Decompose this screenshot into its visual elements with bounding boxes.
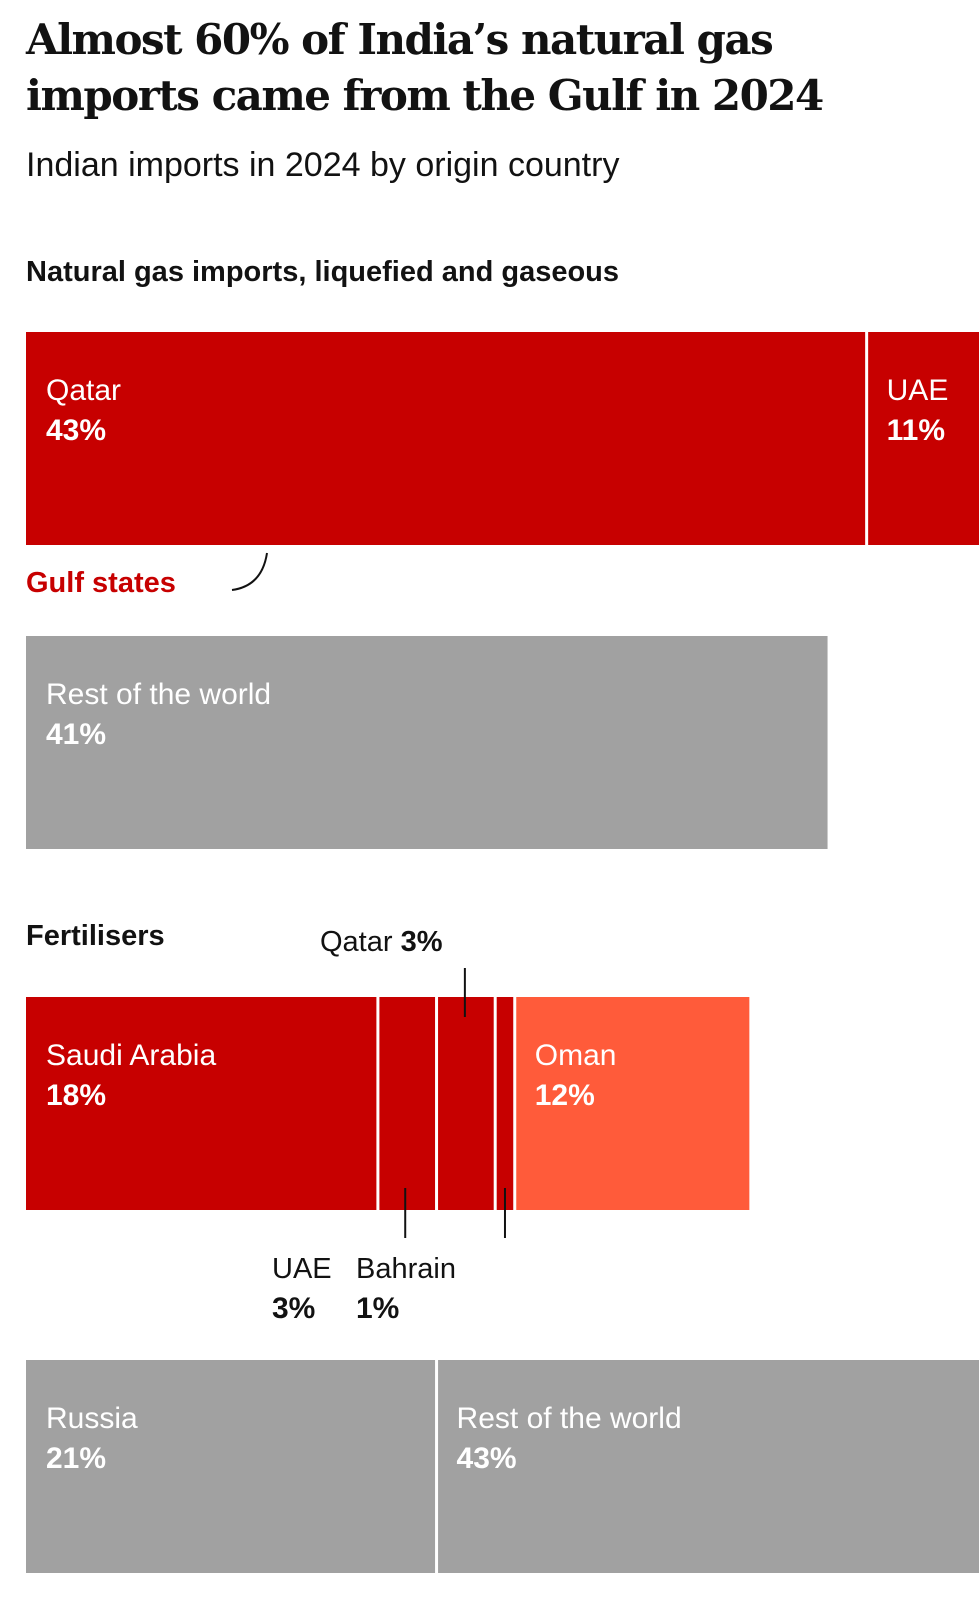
fert-label-saudi-arabia: Saudi Arabia [46,1039,216,1072]
fert-bar-rest-of-the-world [436,1360,979,1573]
fert-label-oman: Oman [535,1039,617,1072]
fert-label-bahrain: Bahrain [356,1253,456,1285]
gas-bar-qatar [26,332,867,545]
fert-value-oman: 12% [535,1079,595,1112]
gas-bar-uae [866,332,979,545]
fert-bar-uae [377,997,437,1210]
fert-value-saudi-arabia: 18% [46,1079,106,1112]
fert-row2-value-rest-of-the-world: 43% [457,1442,517,1475]
gulf-states-pointer [231,552,268,591]
fert-bar-saudi-arabia [26,997,378,1210]
fert-label-uae: UAE [272,1253,332,1285]
fert-bar-qatar [436,997,496,1210]
fertiliser-section-title: Fertilisers [26,920,165,952]
fert-bar-russia [26,1360,437,1573]
fert-bar-bahrain [495,997,515,1210]
gas-row2-label-rest-of-the-world: Rest of the world [46,678,271,711]
fert-label-qatar: Qatar 3% [320,926,443,958]
gulf-states-label: Gulf states [26,567,176,599]
gas-row2-value-rest-of-the-world: 41% [46,718,106,751]
chart-subtitle: Indian imports in 2024 by origin country [26,146,620,184]
fert-value-uae: 3% [272,1292,315,1325]
chart-title: Almost 60% of India’s natural gas import… [26,15,824,120]
fert-row2-value-russia: 21% [46,1442,106,1475]
gas-value-uae: 11% [887,414,945,447]
gas-value-qatar: 43% [46,414,106,447]
gas-bar-rest-of-the-world [26,636,828,849]
fert-row2-label-rest-of-the-world: Rest of the world [457,1402,682,1435]
fert-row2-label-russia: Russia [46,1402,138,1435]
fert-bar-oman [514,997,750,1210]
gas-section-title: Natural gas imports, liquefied and gaseo… [26,256,620,288]
gas-label-uae: UAE [887,374,949,407]
gas-label-qatar: Qatar [46,374,121,407]
fert-value-bahrain: 1% [356,1292,399,1325]
